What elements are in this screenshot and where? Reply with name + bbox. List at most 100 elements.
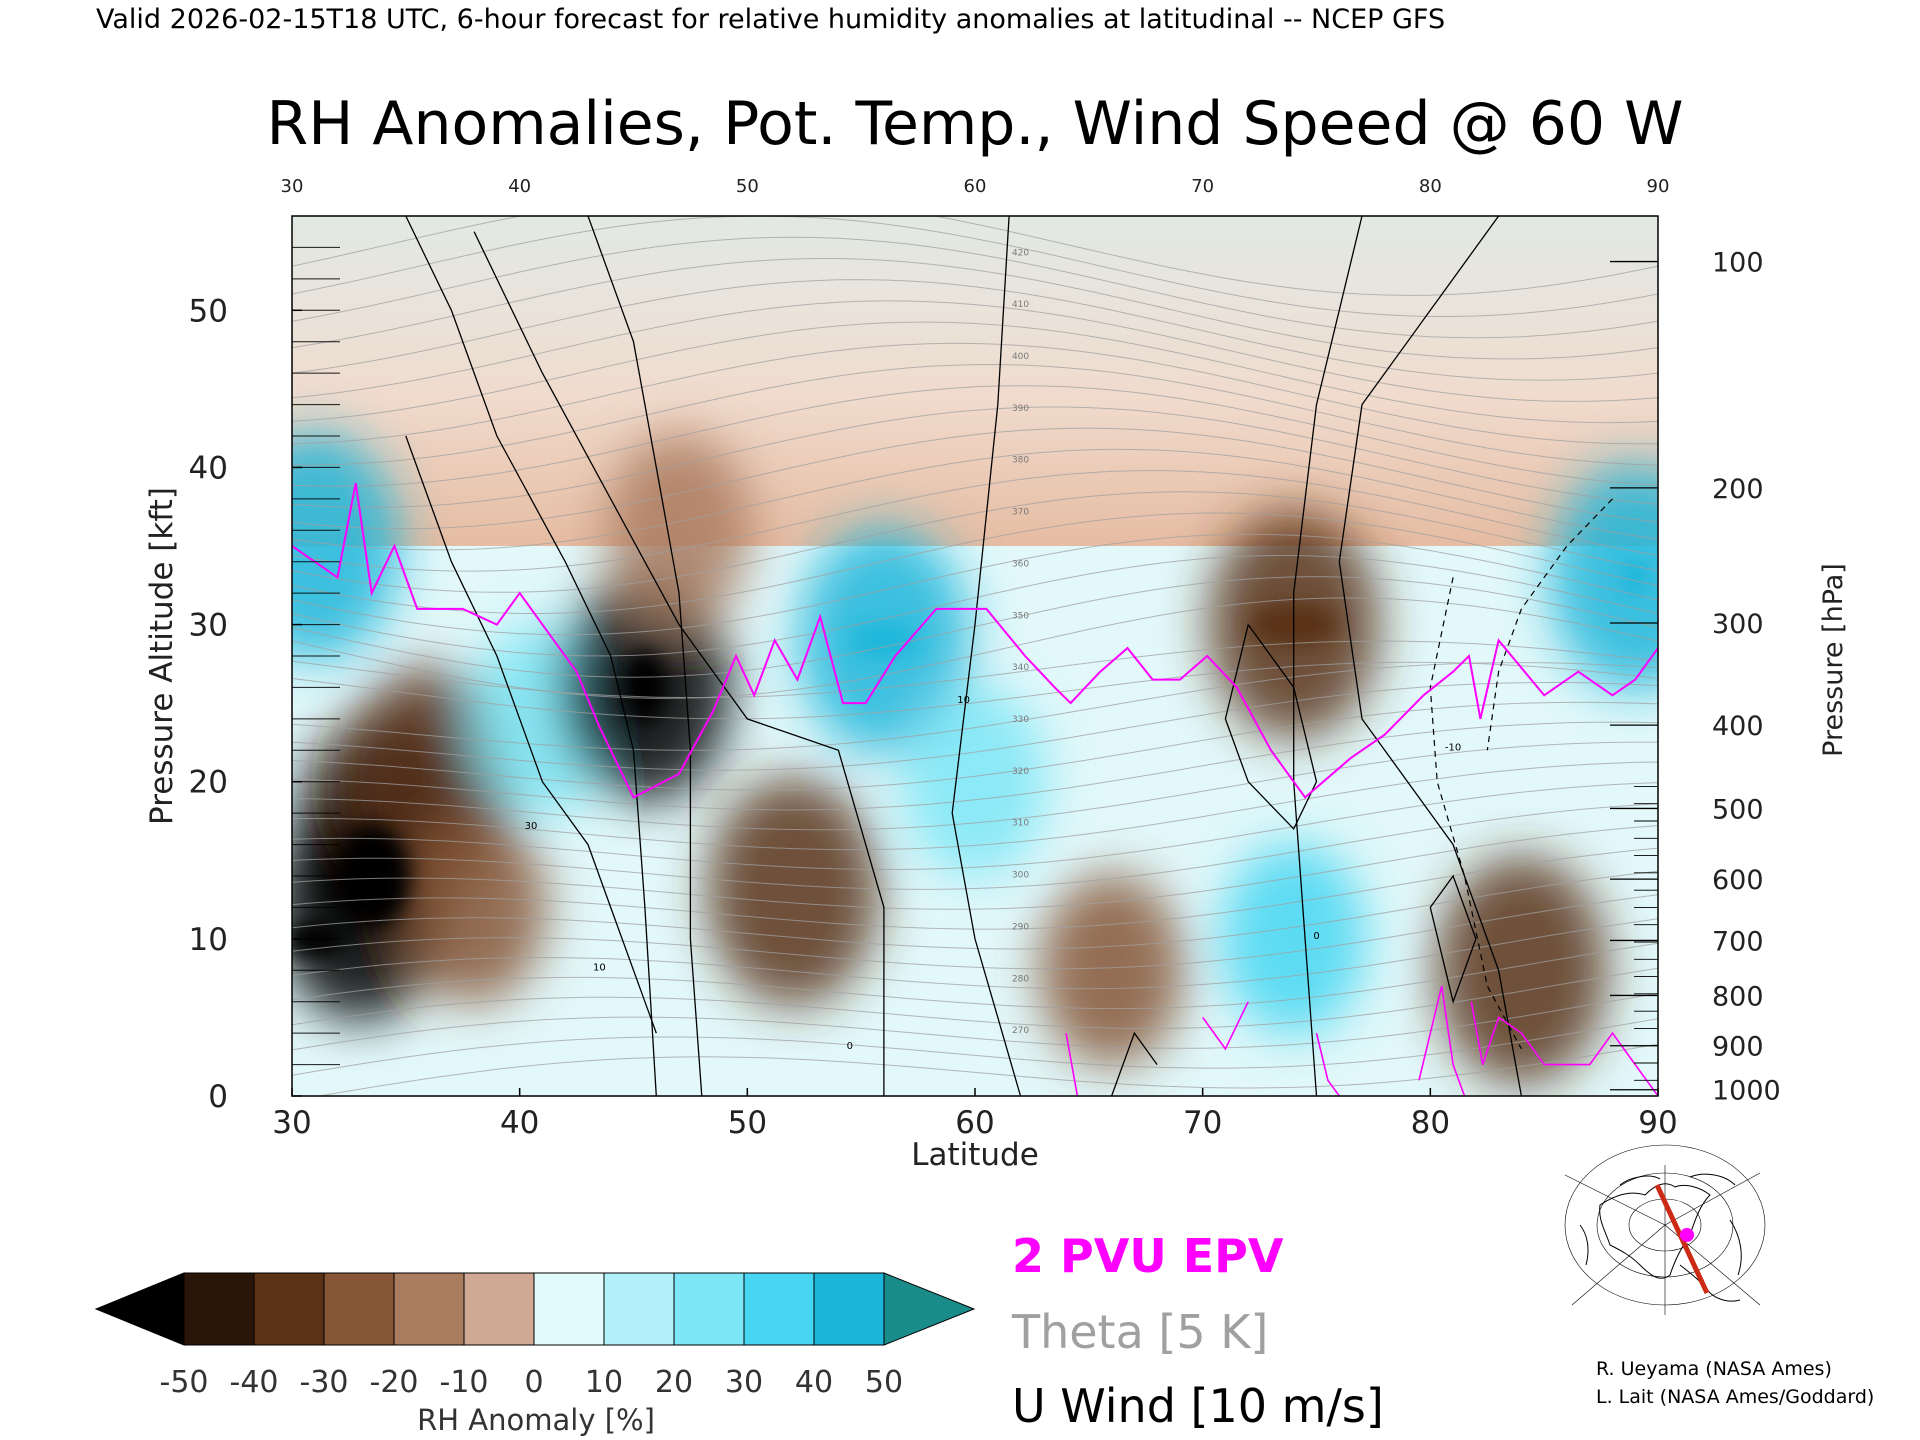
theta-label: 330 (1012, 715, 1029, 725)
theta-contour (292, 894, 1658, 970)
uwind-contour (951, 216, 1022, 1096)
uwind-contour (1429, 874, 1477, 1004)
theta-contour (292, 406, 1658, 508)
theta-contour (292, 825, 1658, 910)
theta-contour (292, 662, 1658, 751)
uwind-label: 0 (1313, 931, 1319, 942)
theta-contour (292, 701, 1658, 791)
colorbar-tick-label: -30 (300, 1365, 349, 1400)
y-tick-label: 30 (189, 608, 228, 644)
y-tick-label: 50 (189, 293, 228, 329)
x-top-tick-label: 60 (964, 176, 987, 197)
colorbar-tick-label: 30 (725, 1365, 763, 1400)
rh-anomaly-region (1039, 874, 1184, 1067)
uwind-contour (405, 216, 657, 1096)
uwind-label: 0 (847, 1041, 853, 1052)
y-tick-label: 0 (208, 1079, 228, 1115)
theta-contour (292, 300, 1658, 402)
x-tick-label: 50 (728, 1105, 767, 1141)
theta-label: 270 (1012, 1026, 1029, 1036)
theta-label: 320 (1012, 767, 1029, 777)
theta-contour (292, 342, 1658, 445)
uwind-contour (1338, 216, 1523, 1096)
theta-label: 390 (1012, 404, 1029, 414)
theta-contour (292, 1018, 1658, 1076)
theta-contours: 2702802903003103203303403503603703803904… (292, 216, 1658, 1096)
rh-anomaly-core (333, 824, 410, 928)
colorbar-tick-label: -10 (440, 1365, 489, 1400)
theta-label: 300 (1012, 871, 1029, 881)
chart-title: RH Anomalies, Pot. Temp., Wind Speed @ 6… (267, 89, 1684, 159)
epv-line-path (292, 482, 1658, 799)
uwind-contour (587, 216, 703, 1096)
theta-contour (292, 427, 1658, 530)
x-tick-label: 80 (1411, 1105, 1450, 1141)
theta-contour (292, 555, 1658, 657)
colorbar-tick-label: 50 (865, 1365, 903, 1400)
pressure-axis: 100 200 300 400 500 600 700 800 900 1000 (1712, 248, 1781, 1107)
credit-2: L. Lait (NASA Ames/Goddard) (1596, 1386, 1874, 1408)
pressure-tick-label: 200 (1712, 474, 1764, 505)
epv-low-level (1202, 1001, 1249, 1051)
x-tick-label: 90 (1638, 1105, 1677, 1141)
epv-low-level (1315, 1032, 1340, 1096)
theta-contour (292, 258, 1658, 360)
y-ticks (292, 246, 340, 1097)
colorbar-tick-label: 0 (524, 1365, 543, 1400)
uwind-label: 10 (1219, 208, 1232, 219)
colorbar-tick-label: 20 (655, 1365, 693, 1400)
theta-contour (292, 803, 1658, 890)
rh-anomaly-region (1549, 463, 1658, 692)
theta-contour (292, 448, 1658, 551)
colorbar-segment (813, 1272, 885, 1346)
y-tick-label: 20 (189, 765, 228, 801)
colorbar-segment (183, 1272, 255, 1346)
pressure-tick-label: 500 (1712, 794, 1764, 825)
colorbar-segment (743, 1272, 815, 1346)
colorbar-segment (323, 1272, 395, 1346)
theta-contour (292, 236, 1658, 339)
header-text: Valid 2026-02-15T18 UTC, 6-hour forecast… (96, 4, 1445, 35)
theta-label: 380 (1012, 456, 1029, 466)
theta-contour (292, 847, 1658, 930)
theta-contour (292, 363, 1658, 466)
legend-epv: 2 PVU EPV (1012, 1229, 1284, 1283)
theta-contour (292, 385, 1658, 487)
theta-contour (292, 597, 1658, 699)
epv-2pvu-line (292, 482, 1658, 1096)
theta-contour (292, 661, 1658, 720)
credit-1: R. Ueyama (NASA Ames) (1596, 1358, 1832, 1380)
pressure-tick-label: 1000 (1712, 1076, 1781, 1107)
x-tick-label: 30 (272, 1105, 311, 1141)
theta-contour (292, 512, 1658, 614)
theta-contour (292, 741, 1658, 831)
epv-low-level (1470, 1001, 1658, 1096)
theta-label: 310 (1012, 819, 1029, 829)
pressure-tick-label: 900 (1712, 1032, 1764, 1063)
x-top-tick-label: 50 (736, 176, 759, 197)
locator-map (1560, 1144, 1766, 1315)
x-axis: 30 40 50 60 70 80 90 (272, 1088, 1678, 1141)
theta-contour (292, 533, 1658, 636)
x-axis-top: 30 40 50 60 70 80 90 (281, 176, 1670, 197)
rh-anomaly-region (903, 685, 1047, 878)
x-tick-label: 70 (1183, 1105, 1222, 1141)
uwind-contour (405, 435, 657, 1034)
rh-anomaly-core (622, 649, 667, 726)
colorbar-tick-label: 10 (585, 1365, 623, 1400)
colorbar-tick-label: 40 (795, 1365, 833, 1400)
theta-label: 370 (1012, 508, 1029, 518)
rh-anomaly-region (292, 432, 401, 660)
colorbar-segment (533, 1272, 605, 1346)
rh-anomaly-region (607, 434, 752, 627)
rh-anomaly-region (707, 777, 879, 1006)
uwind-label: 10 (957, 695, 970, 706)
pressure-tick-label: 600 (1712, 865, 1764, 896)
x-tick-label: 60 (955, 1105, 994, 1141)
colorbar-over-arrow (883, 1272, 976, 1346)
epv-low-level (1065, 1032, 1079, 1096)
theta-label: 360 (1012, 559, 1029, 569)
colorbar-under-arrow (94, 1272, 185, 1346)
plot-area: 2702802903003103203303403503603703803904… (291, 208, 1659, 1097)
